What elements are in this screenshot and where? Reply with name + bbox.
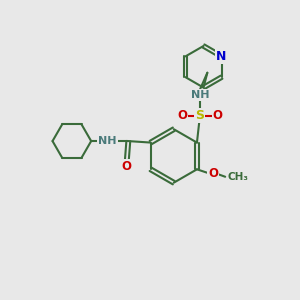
Text: S: S	[195, 109, 204, 122]
Text: CH₃: CH₃	[227, 172, 248, 182]
Text: NH: NH	[98, 136, 117, 146]
Text: O: O	[213, 109, 223, 122]
Text: NH: NH	[191, 90, 209, 100]
Text: O: O	[208, 167, 218, 180]
Text: O: O	[177, 109, 187, 122]
Text: N: N	[216, 50, 227, 63]
Text: O: O	[122, 160, 132, 173]
